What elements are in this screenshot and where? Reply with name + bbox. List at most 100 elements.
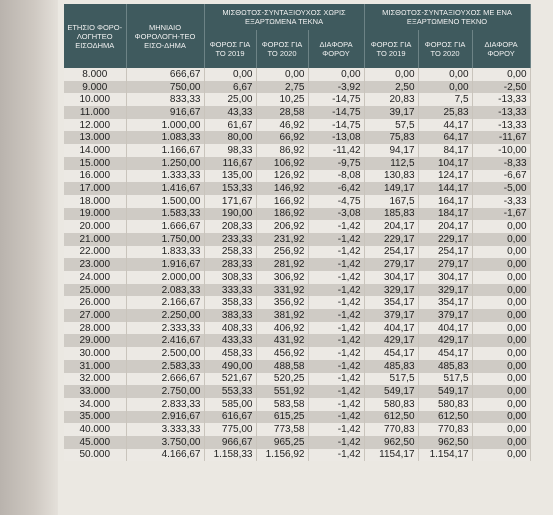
table-cell: -1,42	[308, 397, 365, 411]
table-cell: 256,92	[256, 245, 309, 259]
sub-header: ΔΙΑΦΟΡΑ ΦΟΡΟΥ	[308, 30, 365, 68]
table-cell: -8,33	[472, 156, 531, 170]
table-cell: 0,00	[472, 296, 531, 310]
table-cell: 31.000	[64, 359, 127, 373]
table-cell: 2.166,67	[126, 296, 205, 310]
table-cell: 408,33	[204, 321, 257, 335]
table-cell: 61,67	[204, 118, 257, 132]
table-cell: 1.250,00	[126, 156, 205, 170]
table-cell: 1.156,92	[256, 448, 309, 462]
table-cell: 356,92	[256, 296, 309, 310]
table-cell: 0,00	[418, 68, 473, 81]
table-cell: 29.000	[64, 334, 127, 348]
table-cell: 13.000	[64, 131, 127, 145]
table-cell: -1,42	[308, 385, 365, 398]
table-cell: 0,00	[472, 283, 531, 297]
table-row: 50.000 4.166,67 1.158,33 1.156,92 -1,42 1154,…	[64, 448, 531, 462]
table-cell: 204,17	[418, 220, 473, 233]
table-cell: 254,17	[364, 245, 419, 259]
table-cell: 233,33	[204, 232, 257, 246]
table-cell: 167,5	[364, 194, 419, 208]
table-cell: 0,00	[472, 435, 531, 449]
group-header: ΜΙΣΘΩΤΟΣ-ΣΥΝΤΑΞΙΟΥΧΟΣ ΧΩΡΙΣ ΕΞΑΡΤΩΜΕΝΑ Τ…	[204, 4, 365, 30]
table-cell: 1154,17	[364, 448, 419, 462]
table-cell: 0,00	[472, 372, 531, 386]
table-cell: 15.000	[64, 156, 127, 170]
table-cell: -6,67	[472, 169, 531, 183]
table-cell: -10,00	[472, 144, 531, 157]
table-cell: 304,17	[364, 271, 419, 284]
table-cell: 3.333,33	[126, 423, 205, 436]
table-cell: 190,00	[204, 207, 257, 221]
table-cell: 2.583,33	[126, 359, 205, 373]
table-cell: 20.000	[64, 220, 127, 233]
table-cell: -1,42	[308, 220, 365, 233]
table-cell: 80,00	[204, 131, 257, 145]
table-cell: 23.000	[64, 258, 127, 271]
table-cell: 358,33	[204, 296, 257, 310]
table-cell: 585,00	[204, 397, 257, 411]
table-cell: -1,42	[308, 283, 365, 297]
table-cell: 4.166,67	[126, 448, 205, 462]
table-cell: 454,17	[418, 347, 473, 360]
table-cell: 149,17	[364, 182, 419, 195]
table-cell: 2.250,00	[126, 309, 205, 322]
table-cell: 916,67	[126, 106, 205, 119]
table-cell: 612,50	[364, 410, 419, 424]
table-cell: 962,50	[418, 435, 473, 449]
table-cell: 0,00	[472, 448, 531, 462]
table-row: 32.000 2.666,67 521,67 520,25 -1,42 517,5 517,…	[64, 372, 531, 386]
table-cell: 0,00	[472, 220, 531, 233]
table-cell: 1.750,00	[126, 232, 205, 246]
table-cell: 1.833,33	[126, 245, 205, 259]
table-cell: 0,00	[472, 385, 531, 398]
table-cell: -13,08	[308, 131, 365, 145]
table-cell: 64,17	[418, 131, 473, 145]
table-cell: 11.000	[64, 106, 127, 119]
table-cell: 490,00	[204, 359, 257, 373]
table-cell: -3,33	[472, 194, 531, 208]
table-cell: 456,92	[256, 347, 309, 360]
table-row: 40.000 3.333,33 775,00 773,58 -1,42 770,83 770…	[64, 423, 531, 436]
table-cell: 770,83	[364, 423, 419, 436]
table-cell: 28.000	[64, 321, 127, 335]
table-cell: 21.000	[64, 232, 127, 246]
group-header: ΜΙΣΘΩΤΟΣ-ΣΥΝΤΑΞΙΟΥΧΟΣ ΜΕ ΕΝΑ ΕΞΑΡΤΩΜΕΝΟ …	[364, 4, 531, 30]
table-cell: 0,00	[472, 271, 531, 284]
table-row: 12.000 1.000,00 61,67 46,92 -14,75 57,5 44,17-…	[64, 118, 531, 132]
table-cell: 404,17	[364, 321, 419, 335]
table-cell: 485,83	[364, 359, 419, 373]
table-cell: 306,92	[256, 271, 309, 284]
table-cell: 12.000	[64, 118, 127, 132]
table-cell: 406,92	[256, 321, 309, 335]
table-row: 29.000 2.416,67 433,33 431,92 -1,42 429,17 429…	[64, 334, 531, 348]
table-cell: 153,33	[204, 182, 257, 195]
table-cell: 770,83	[418, 423, 473, 436]
table-cell: 20,83	[364, 93, 419, 107]
table-row: 22.000 1.833,33 258,33 256,92 -1,42 254,17 254…	[64, 245, 531, 259]
table-body: 8.000 666,67 0,00 0,00 0,00 0,00 0,00 0,00 9.000…	[64, 68, 531, 462]
table-cell: -14,75	[308, 106, 365, 119]
table-cell: 204,17	[364, 220, 419, 233]
table-cell: 3.750,00	[126, 435, 205, 449]
table-cell: -14,75	[308, 118, 365, 132]
table-cell: 0,00	[472, 334, 531, 348]
table-cell: 2.750,00	[126, 385, 205, 398]
table-cell: 279,17	[418, 258, 473, 271]
table-cell: 18.000	[64, 194, 127, 208]
table-cell: 0,00	[472, 258, 531, 271]
table-cell: 6,67	[204, 80, 257, 94]
table-cell: 750,00	[126, 80, 205, 94]
table-cell: 488,58	[256, 359, 309, 373]
table-cell: 965,25	[256, 435, 309, 449]
page-edge	[0, 0, 58, 515]
table-cell: 206,92	[256, 220, 309, 233]
table-cell: 25.000	[64, 283, 127, 297]
table-cell: 254,17	[418, 245, 473, 259]
table-cell: 580,83	[418, 397, 473, 411]
table-cell: 281,92	[256, 258, 309, 271]
table-cell: 615,25	[256, 410, 309, 424]
table-cell: -1,42	[308, 321, 365, 335]
sub-header: ΦΟΡΟΣ ΓΙΑ ΤΟ 2020	[418, 30, 473, 68]
